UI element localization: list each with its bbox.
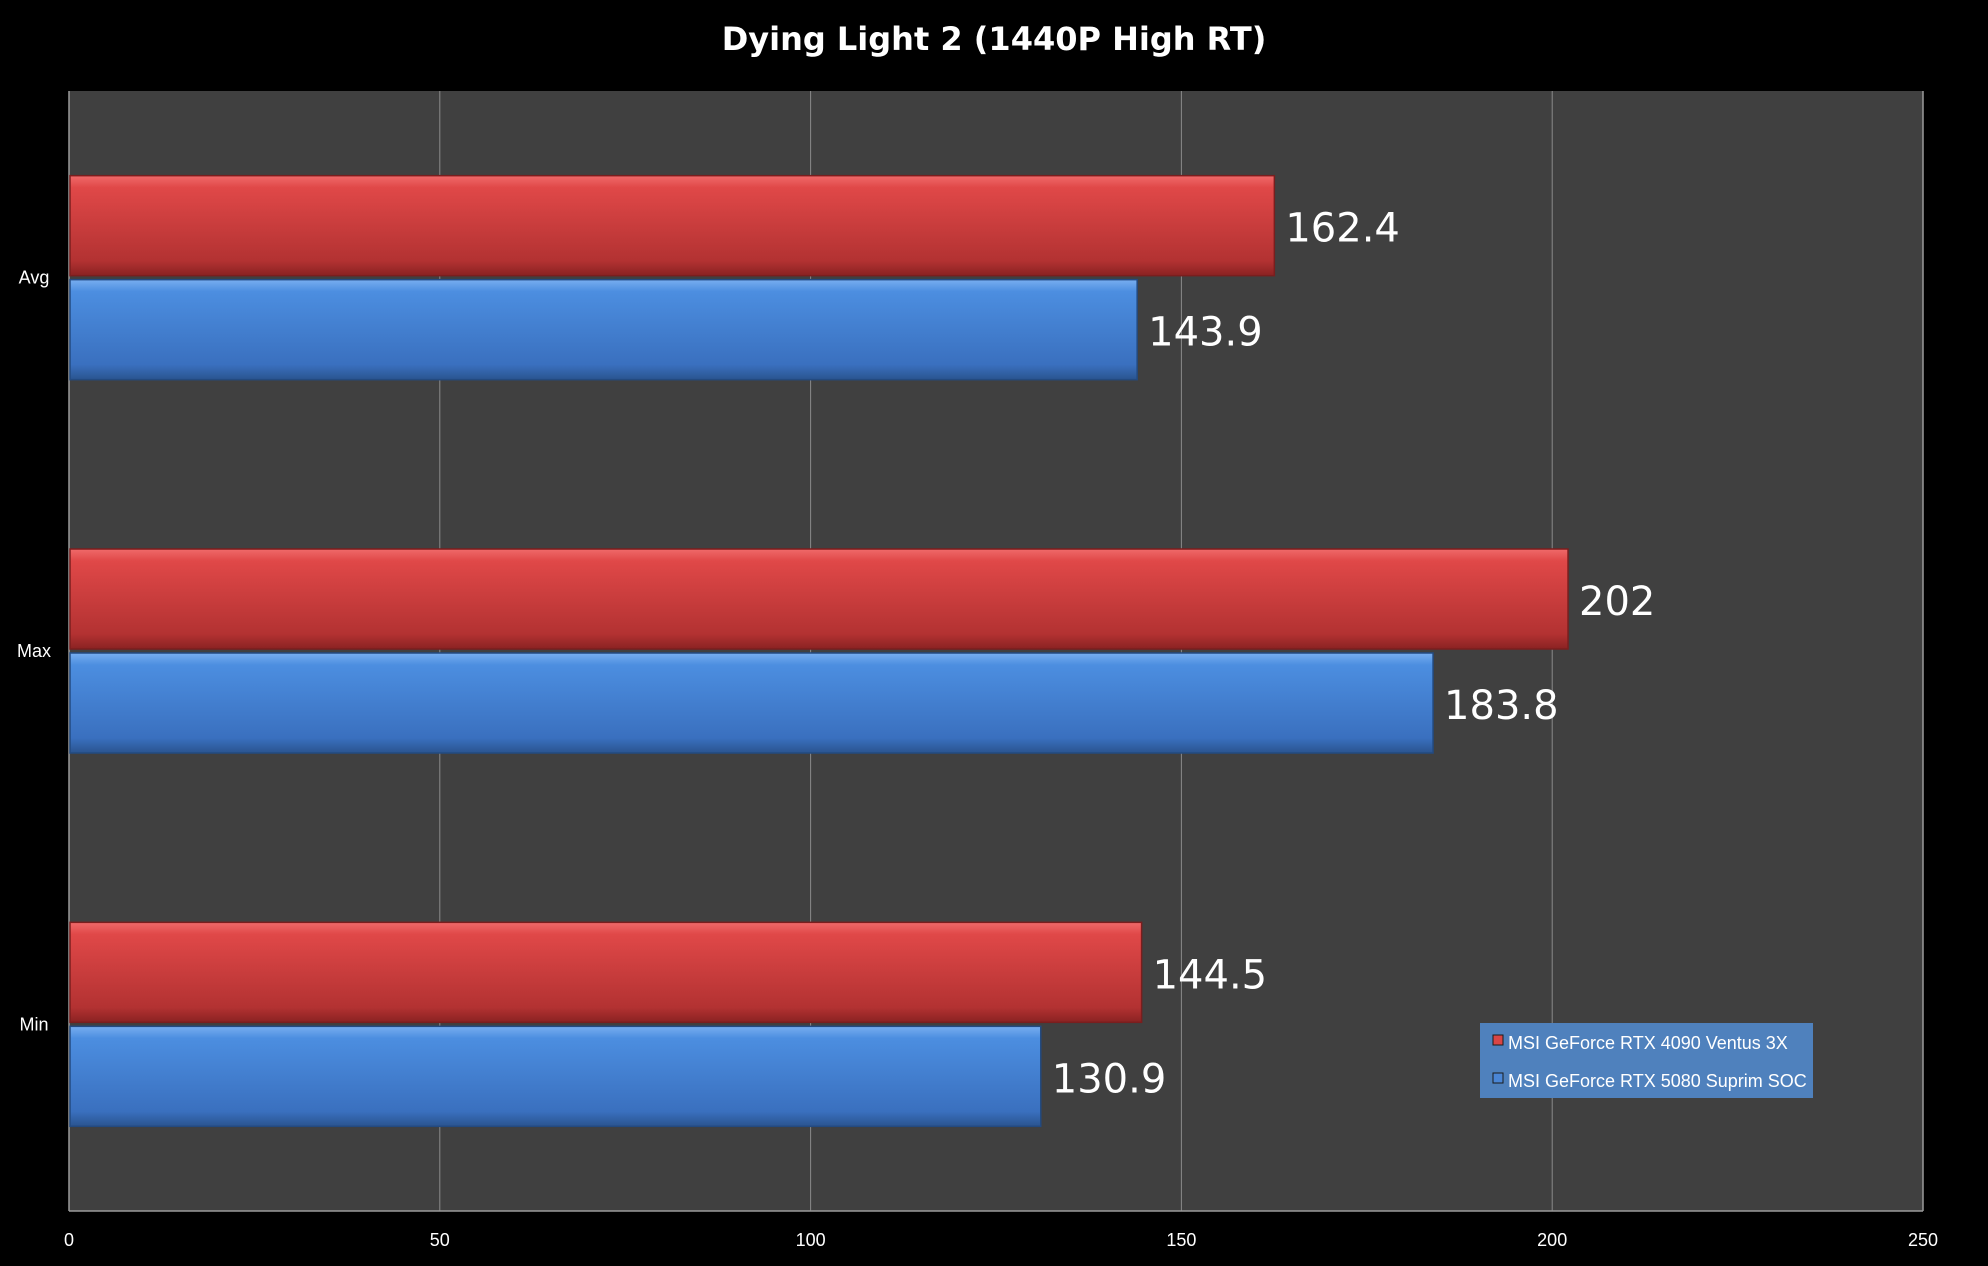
data-label: 144.5 — [1153, 952, 1268, 998]
bar — [69, 278, 1138, 381]
bar — [69, 1025, 1042, 1128]
x-tick-label: 150 — [1166, 1230, 1196, 1250]
legend: MSI GeForce RTX 4090 Ventus 3X MSI GeForc… — [1480, 1023, 1813, 1098]
data-label: 130.9 — [1052, 1056, 1167, 1102]
category-label: Max — [17, 641, 51, 661]
bar — [69, 921, 1143, 1024]
chart-title: Dying Light 2 (1440P High RT) — [722, 20, 1267, 58]
category-label: Min — [19, 1014, 48, 1034]
value-labels: 162.4 143.9 202 183.8 144.5 130.9 — [1052, 206, 1656, 1103]
x-tick-label: 100 — [796, 1230, 826, 1250]
legend-swatch — [1492, 1072, 1504, 1084]
data-label: 162.4 — [1285, 206, 1400, 252]
x-tick-label: 50 — [430, 1230, 450, 1250]
x-tick-label: 0 — [64, 1230, 74, 1250]
category-label: Avg — [19, 268, 50, 288]
data-label: 143.9 — [1148, 310, 1263, 356]
legend-swatch — [1492, 1034, 1504, 1046]
x-tick-label: 250 — [1908, 1230, 1938, 1250]
legend-label: MSI GeForce RTX 5080 Suprim SOC — [1508, 1071, 1807, 1091]
data-label: 202 — [1579, 579, 1655, 625]
x-tick-label: 200 — [1537, 1230, 1567, 1250]
x-tick-labels: 0 50 100 150 200 250 — [64, 1230, 1938, 1250]
gridlines — [68, 91, 1924, 1212]
bar — [69, 548, 1569, 650]
legend-label: MSI GeForce RTX 4090 Ventus 3X — [1508, 1033, 1788, 1053]
bar — [69, 652, 1434, 754]
bar — [69, 174, 1276, 277]
category-labels: Avg Max Min — [17, 268, 51, 1035]
legend-box — [1480, 1023, 1813, 1098]
bars — [69, 174, 1569, 1128]
data-label: 183.8 — [1444, 683, 1559, 729]
